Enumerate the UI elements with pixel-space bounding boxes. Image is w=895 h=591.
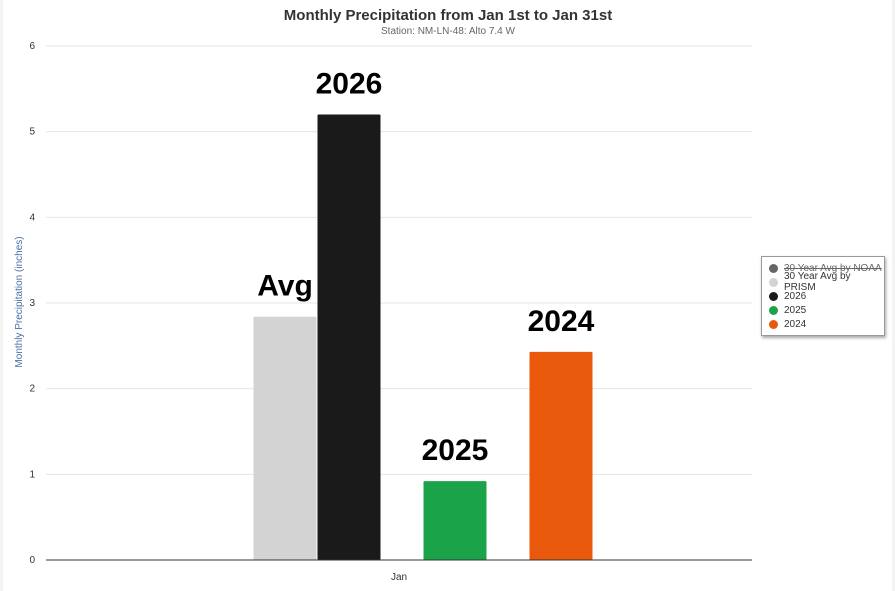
data-label-2026: 2026 <box>316 68 383 101</box>
chart-title: Monthly Precipitation from Jan 1st to Ja… <box>284 7 612 24</box>
data-labels: Avg 2026 2025 2024 <box>257 68 594 468</box>
y-axis-label: Monthly Precipitation (inches) <box>14 236 25 367</box>
chart-legend: 30 Year Avg by NOAA 30 Year Avg by PRISM 2… <box>761 256 885 336</box>
legend-marker-icon <box>769 291 778 301</box>
chart-subtitle: Station: NM-LN-48: Alto 7.4 W <box>381 26 516 37</box>
precipitation-chart: Monthly Precipitation from Jan 1st to Ja… <box>14 7 752 583</box>
y-tick-label: 6 <box>29 41 35 52</box>
legend-label: 30 Year Avg by NOAA <box>784 262 882 274</box>
bar-2026[interactable] <box>317 114 381 561</box>
bars <box>253 114 593 561</box>
x-tick-label: Jan <box>391 572 407 583</box>
bar-2024[interactable] <box>529 351 593 560</box>
y-tick-label: 2 <box>29 384 35 395</box>
axes: 0 1 2 3 4 5 6 Jan <box>29 41 752 583</box>
bar-2025[interactable] <box>423 481 487 560</box>
legend-label: 2025 <box>784 304 807 316</box>
legend-item-2026[interactable]: 2026 <box>762 289 884 303</box>
y-tick-label: 4 <box>29 212 35 223</box>
y-tick-label: 5 <box>29 127 35 138</box>
legend-item-30-year-avg-by-prism[interactable]: 30 Year Avg by PRISM <box>762 271 884 293</box>
legend-item-2024[interactable]: 2024 <box>762 317 884 331</box>
legend-label: 2024 <box>784 318 807 330</box>
legend-marker-icon <box>769 319 778 329</box>
legend-label: 2026 <box>784 290 807 302</box>
legend-label: 30 Year Avg by PRISM <box>784 271 851 293</box>
data-label-30-year-avg-by-prism: Avg <box>257 270 313 303</box>
legend-item-2025[interactable]: 2025 <box>762 303 884 317</box>
grid-lines <box>46 45 752 475</box>
legend-marker-icon <box>769 263 778 273</box>
legend-marker-icon <box>769 277 778 287</box>
y-tick-label: 1 <box>29 469 35 480</box>
chart-frame: Monthly Precipitation from Jan 1st to Ja… <box>3 0 892 591</box>
bar-30-year-avg-by-prism[interactable] <box>253 316 317 560</box>
legend-item-30-year-avg-by-noaa[interactable]: 30 Year Avg by NOAA <box>762 261 884 275</box>
data-label-2024: 2024 <box>528 305 595 338</box>
data-label-2025: 2025 <box>422 434 489 467</box>
y-tick-label: 0 <box>29 555 35 566</box>
legend-marker-icon <box>769 305 778 315</box>
y-tick-label: 3 <box>29 298 35 309</box>
